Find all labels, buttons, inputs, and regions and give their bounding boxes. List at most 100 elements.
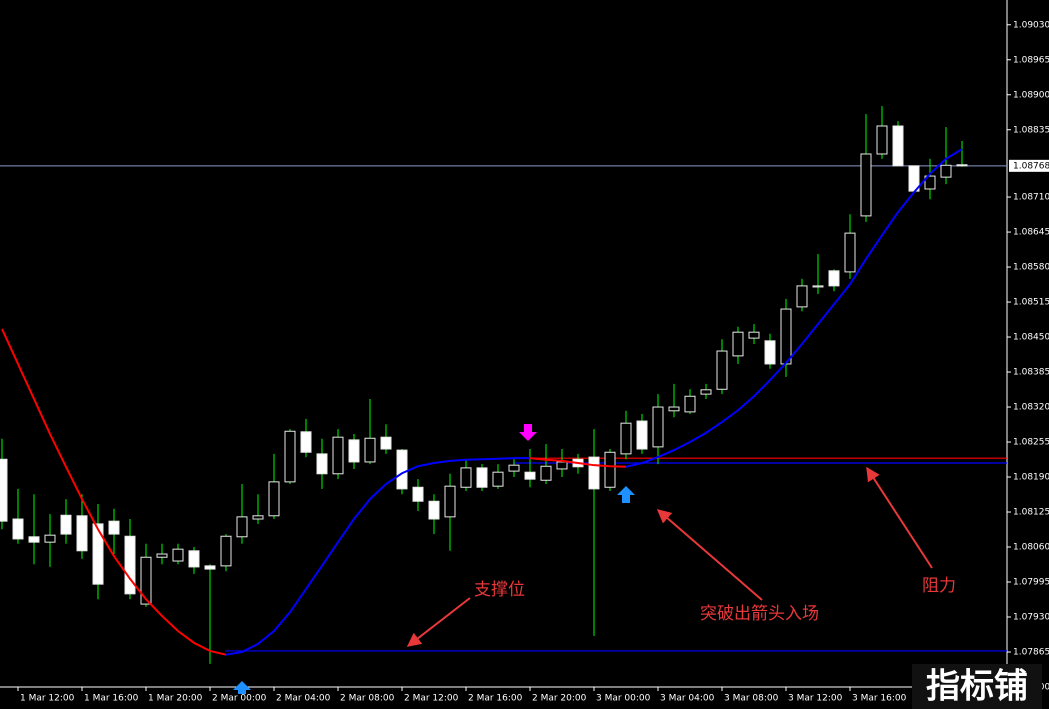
candle-body: [876, 125, 888, 155]
y-tick-label: 1.07865: [1013, 648, 1049, 658]
candle-body: [380, 436, 392, 450]
candle-body: [844, 232, 856, 273]
candle-body: [732, 331, 744, 357]
y-tick-label: 1.08710: [1013, 193, 1049, 203]
candle-body: [604, 451, 616, 488]
candle-body: [764, 340, 776, 365]
candle-body: [684, 395, 696, 413]
y-tick-label: 1.08965: [1013, 55, 1049, 65]
annotation-arrow: [866, 466, 933, 569]
candle-body: [588, 456, 600, 490]
watermark: 指标铺: [926, 667, 1028, 707]
y-tick-label: 1.08835: [1013, 125, 1049, 135]
annotation-arrow: [656, 509, 763, 601]
x-tick-label: 1 Mar 16:00: [84, 694, 139, 704]
candle-body: [892, 125, 904, 167]
x-tick-label: 2 Mar 08:00: [340, 694, 395, 704]
annotation: 支撑位: [474, 580, 525, 600]
candle-body: [284, 430, 296, 483]
last-price-box: [1009, 159, 1049, 172]
candle-body: [348, 439, 360, 463]
y-tick-label: 1.07995: [1013, 578, 1049, 588]
x-tick-label: 2 Mar 04:00: [276, 694, 331, 704]
moving-average: [529, 457, 627, 468]
x-tick-label: 3 Mar 16:00: [852, 694, 907, 704]
candle-body: [0, 458, 8, 522]
candle-body: [268, 481, 280, 517]
candle-body: [924, 175, 936, 190]
candle-body: [396, 449, 408, 490]
candle-body: [220, 535, 232, 567]
candle-body: [508, 464, 520, 472]
x-tick-label: 2 Mar 00:00: [212, 694, 267, 704]
candle-body: [124, 535, 136, 595]
candle-body: [828, 270, 840, 287]
x-tick-label: 2 Mar 20:00: [532, 694, 587, 704]
candle-body: [204, 565, 216, 570]
y-tick-label: 1.07930: [1013, 613, 1049, 623]
candle-body: [956, 164, 968, 167]
candle-body: [60, 514, 72, 535]
moving-average: [225, 457, 530, 656]
candle-body: [476, 467, 488, 488]
candle-body: [28, 536, 40, 543]
y-tick-label: 1.08320: [1013, 403, 1049, 413]
y-tick-label: 1.08450: [1013, 333, 1049, 343]
y-tick-label: 1.08900: [1013, 90, 1049, 100]
x-tick-label: 1 Mar 12:00: [20, 694, 75, 704]
candle-body: [444, 485, 456, 518]
watermark-bg: [912, 664, 1042, 709]
candle-body: [300, 431, 312, 453]
candle-body: [524, 471, 536, 480]
candle-body: [492, 471, 504, 487]
candle-body: [156, 553, 168, 558]
candle-body: [108, 520, 120, 535]
candle-body: [12, 518, 24, 540]
annotation-arrow: [406, 597, 471, 647]
x-tick-label: 2 Mar 16:00: [468, 694, 523, 704]
y-tick-label: 1.09030: [1013, 20, 1049, 30]
y-tick-label: 1.08060: [1013, 543, 1049, 553]
buy-arrow: [233, 681, 251, 694]
candle-body: [412, 486, 424, 502]
x-tick-label: 3 Mar 00:00: [596, 694, 651, 704]
candle-body: [44, 534, 56, 543]
candle-body: [332, 436, 344, 475]
candle-body: [236, 516, 248, 538]
sell-arrow: [519, 424, 537, 441]
buy-arrow: [617, 486, 635, 503]
candle-body: [364, 437, 376, 463]
moving-average: [1, 328, 227, 656]
y-tick-label: 1.08125: [1013, 508, 1049, 518]
candle-body: [780, 308, 792, 365]
moving-average: [625, 148, 963, 468]
signal-arrows: [233, 424, 635, 694]
candle-body: [188, 550, 200, 568]
x-tick-label: 3 Mar 08:00: [724, 694, 779, 704]
annotation: 突破出箭头入场: [700, 604, 819, 624]
last-price-label: 1.08768: [1013, 161, 1049, 171]
candle-body: [940, 164, 952, 178]
candle-body: [796, 285, 808, 308]
candle-body: [140, 556, 152, 605]
candle-body: [668, 406, 680, 412]
candle-body: [252, 515, 264, 520]
candle-body: [860, 153, 872, 217]
candle-body: [460, 467, 472, 488]
y-tick-label: 1.08515: [1013, 298, 1049, 308]
candle-body: [556, 461, 568, 470]
candle-body: [540, 465, 552, 481]
y-tick-label: 1.08385: [1013, 368, 1049, 378]
x-tick-label: 3 Mar 12:00: [788, 694, 843, 704]
watermark-box: 指标铺: [912, 664, 1042, 709]
x-tick-label: 3 Mar 04:00: [660, 694, 715, 704]
candle-body: [700, 389, 712, 395]
x-tick-label: 1 Mar 20:00: [148, 694, 203, 704]
candle-body: [428, 500, 440, 520]
candle-body: [636, 420, 648, 450]
candle-body: [748, 331, 760, 339]
y-tick-label: 1.08255: [1013, 438, 1049, 448]
candle-body: [620, 422, 632, 455]
